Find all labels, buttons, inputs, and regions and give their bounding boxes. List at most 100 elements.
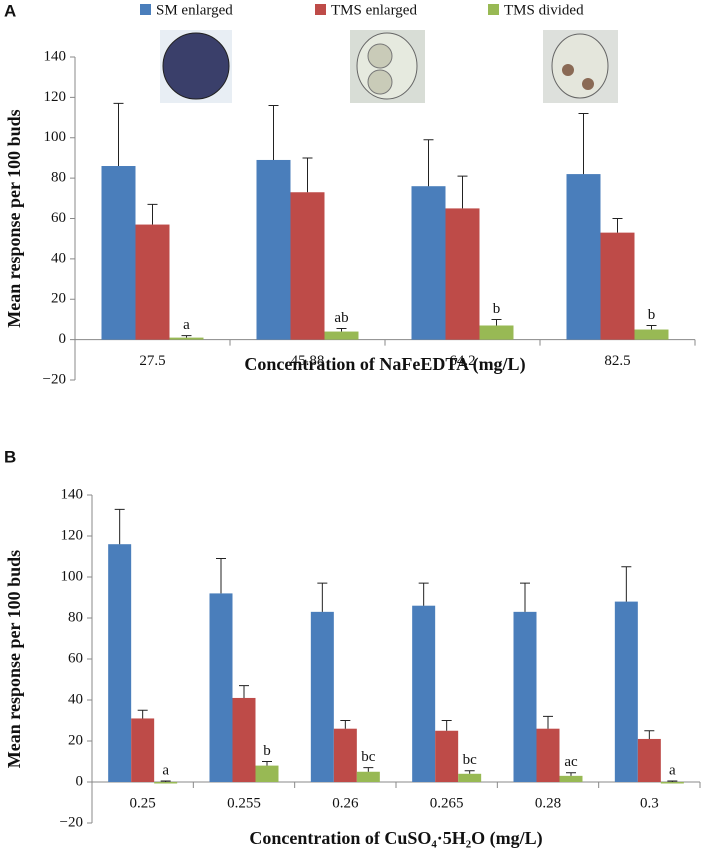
y-tick-label: −20 xyxy=(60,814,83,830)
legend-swatch xyxy=(488,4,499,15)
significance-letter: b xyxy=(648,307,656,323)
bar xyxy=(255,765,279,782)
micrograph-cell xyxy=(551,33,609,99)
y-tick-label: 40 xyxy=(51,250,66,266)
micrograph-cell xyxy=(367,43,393,69)
bar xyxy=(660,782,684,784)
error-bar xyxy=(239,685,249,698)
bar xyxy=(356,771,380,782)
bar xyxy=(559,775,583,782)
bar xyxy=(445,208,480,340)
legend-label: TMS enlarged xyxy=(331,2,417,18)
y-tick-label: 60 xyxy=(68,650,83,666)
micrograph-cell xyxy=(367,69,393,95)
legend-label: SM enlarged xyxy=(156,2,233,18)
x-tick-label: 0.28 xyxy=(535,795,561,811)
bar xyxy=(566,174,601,340)
bar xyxy=(209,593,233,782)
bar xyxy=(536,728,560,782)
error-bar xyxy=(621,566,632,602)
panel-label: B xyxy=(4,447,16,466)
significance-letter: b xyxy=(493,301,501,317)
error-bar xyxy=(612,218,623,233)
y-tick-label: 20 xyxy=(51,291,66,307)
y-tick-label: 100 xyxy=(44,129,67,145)
bar xyxy=(600,232,635,340)
y-tick-label: 40 xyxy=(68,691,83,707)
error-bar xyxy=(363,767,374,772)
micrographs xyxy=(160,30,618,103)
y-tick-label: 60 xyxy=(51,210,66,226)
bar xyxy=(634,329,669,340)
y-tick-label: 120 xyxy=(44,89,67,105)
legend-swatch xyxy=(140,4,151,15)
significance-letter: ac xyxy=(564,754,578,770)
y-tick-label: 0 xyxy=(76,773,84,789)
bar xyxy=(411,186,446,340)
error-bar xyxy=(216,558,226,594)
bar xyxy=(324,331,359,340)
x-tick-label: 0.265 xyxy=(430,795,464,811)
significance-letter: a xyxy=(669,762,676,778)
micrograph-cell xyxy=(562,64,574,76)
error-bar xyxy=(418,582,429,606)
error-bar xyxy=(262,761,272,766)
error-bar xyxy=(147,203,158,225)
error-bar xyxy=(578,113,589,175)
significance-letter: a xyxy=(183,317,190,333)
y-tick-label: 100 xyxy=(61,568,84,584)
bar xyxy=(290,192,325,340)
y-tick-label: 120 xyxy=(61,527,84,543)
y-tick-label: 20 xyxy=(68,732,83,748)
error-bar xyxy=(336,328,347,332)
bar xyxy=(637,738,661,782)
bar xyxy=(333,728,357,782)
y-tick-label: 140 xyxy=(44,48,67,64)
error-bar xyxy=(423,139,434,187)
bar xyxy=(256,159,291,340)
bar xyxy=(435,730,459,782)
bar xyxy=(310,611,334,782)
x-tick-label: 0.26 xyxy=(332,795,359,811)
error-bar xyxy=(543,715,553,729)
legend-swatch xyxy=(315,4,326,15)
micrograph-cell xyxy=(162,32,230,100)
significance-letter: a xyxy=(162,762,169,778)
bar xyxy=(412,605,436,782)
y-tick-label: 80 xyxy=(51,170,66,186)
error-bar xyxy=(302,157,313,193)
bar xyxy=(101,166,136,340)
error-bar xyxy=(491,318,502,326)
x-tick-label: 45.88 xyxy=(291,353,325,369)
significance-letter: bc xyxy=(361,749,376,765)
significance-letter: ab xyxy=(334,310,348,326)
error-bar xyxy=(457,175,468,209)
bar xyxy=(108,544,132,782)
micrograph-cell xyxy=(582,78,594,90)
y-axis-title: Mean response per 100 buds xyxy=(4,550,24,768)
error-bar xyxy=(464,770,475,774)
bar xyxy=(458,773,482,782)
panel-label: A xyxy=(4,1,16,20)
y-tick-label: −20 xyxy=(43,371,66,387)
y-axis-title: Mean response per 100 buds xyxy=(4,109,24,327)
x-tick-label: 0.255 xyxy=(227,795,261,811)
error-bar xyxy=(340,720,351,729)
legend-label: TMS divided xyxy=(504,2,584,18)
x-axis-title: Concentration of CuSO₄·5H₂O (mg/L) xyxy=(249,828,542,849)
error-bar xyxy=(317,582,328,612)
y-tick-label: 0 xyxy=(59,331,67,347)
x-tick-label: 0.25 xyxy=(130,795,156,811)
error-bar xyxy=(137,709,148,719)
y-tick-label: 80 xyxy=(68,609,83,625)
bar xyxy=(513,611,537,782)
x-tick-label: 27.5 xyxy=(139,353,165,369)
bar xyxy=(479,325,514,340)
y-tick-label: 140 xyxy=(61,486,84,502)
significance-letter: b xyxy=(263,743,271,759)
error-bar xyxy=(667,780,678,782)
bar xyxy=(135,224,170,340)
x-axis-title: Concentration of NaFeEDTA (mg/L) xyxy=(244,354,525,375)
x-tick-label: 0.3 xyxy=(640,795,659,811)
